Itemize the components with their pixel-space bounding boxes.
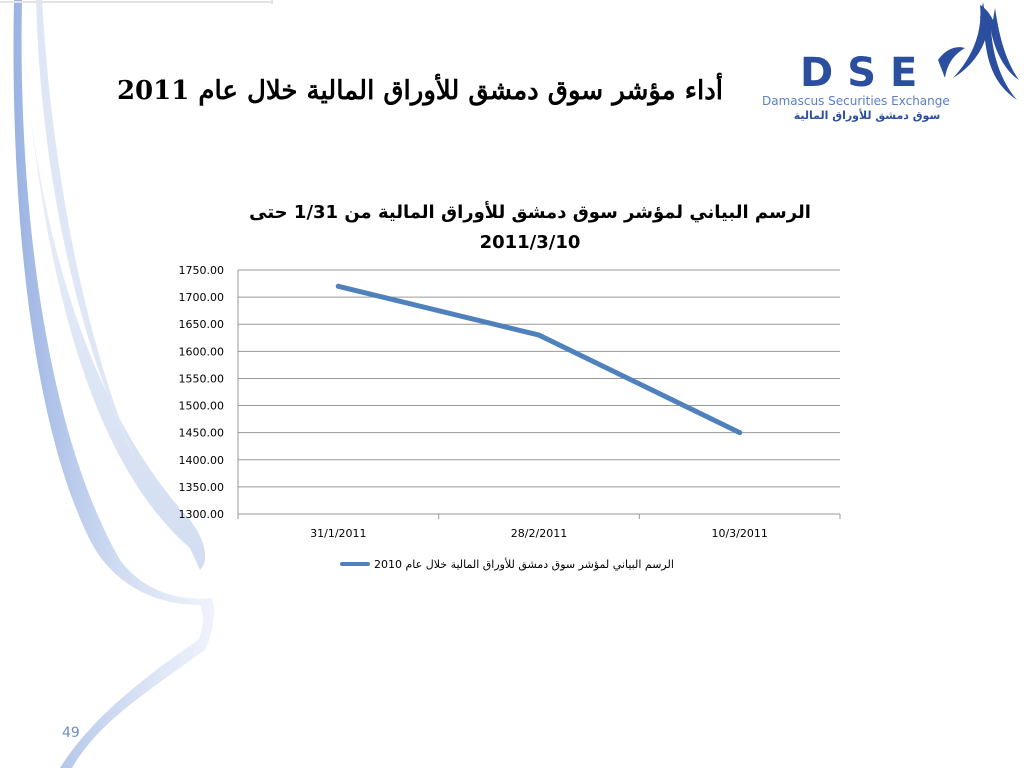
series-line [335, 283, 743, 436]
x-tick-label: 10/3/2011 [711, 527, 767, 540]
y-tick-label: 1700.00 [179, 291, 225, 304]
swoosh-main [13, 0, 215, 768]
logo-letters: DSE [800, 50, 932, 96]
y-tick-label: 1500.00 [179, 400, 225, 413]
x-tick-label: 28/2/2011 [511, 527, 567, 540]
legend-swatch [340, 562, 370, 566]
logo-swoosh-icon [953, 5, 1019, 100]
y-tick-label: 1450.00 [179, 427, 225, 440]
chart-title: الرسم البياني لمؤشر سوق دمشق للأوراق الم… [240, 198, 820, 258]
y-tick-label: 1750.00 [179, 264, 225, 277]
data-point [335, 283, 341, 289]
y-tick-label: 1650.00 [179, 318, 225, 331]
dse-logo [938, 2, 1019, 100]
line-chart: 1300.00 1350.00 1400.00 1450.00 1500.00 1550.… [179, 264, 841, 540]
y-tick-label: 1550.00 [179, 372, 225, 385]
chart-title-line-1: الرسم البياني لمؤشر سوق دمشق للأوراق الم… [249, 202, 811, 223]
data-point [737, 430, 743, 436]
slide-title: أداء مؤشر سوق دمشق للأوراق المالية خلال … [116, 76, 724, 106]
chart-legend: الرسم البياني لمؤشر سوق دمشق للأوراق الم… [340, 554, 674, 574]
y-tick-label: 1350.00 [179, 481, 225, 494]
page-number: 49 [62, 725, 80, 741]
data-point [536, 332, 542, 338]
x-tick-label: 31/1/2011 [310, 527, 366, 540]
logo-english-name: Damascus Securities Exchange [762, 94, 950, 108]
logo-arabic-name: سوق دمشق للأوراق المالية [793, 109, 941, 122]
y-tick-label: 1600.00 [179, 345, 225, 358]
legend-label: الرسم البياني لمؤشر سوق دمشق للأوراق الم… [374, 557, 674, 571]
y-tick-label: 1300.00 [179, 508, 225, 521]
chart-title-line-2: 2011/3/10 [479, 232, 581, 253]
y-tick-label: 1400.00 [179, 454, 225, 467]
